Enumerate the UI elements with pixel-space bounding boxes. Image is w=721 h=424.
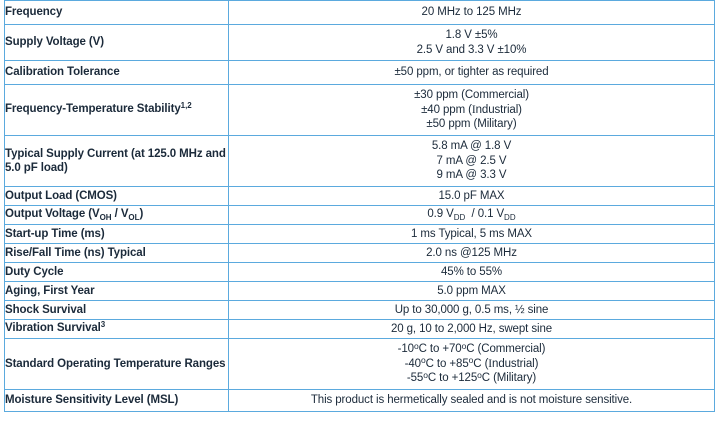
value-line: 0.9 VDD / 0.1 VDD bbox=[427, 208, 516, 222]
row-value-rise-fall-time: 2.0 ns @125 MHz bbox=[228, 243, 715, 263]
value-line: 5.0 ppm MAX bbox=[437, 284, 506, 297]
subscript-ol: OL bbox=[128, 212, 140, 222]
degree-symbol: o bbox=[468, 355, 474, 366]
row-label-supply-voltage: Supply Voltage (V) bbox=[4, 24, 229, 61]
row-label-text: Rise/Fall Time (ns) Typical bbox=[5, 246, 146, 259]
table-row: Aging, First Year 5.0 ppm MAX bbox=[4, 281, 715, 301]
row-label-rise-fall-time: Rise/Fall Time (ns) Typical bbox=[4, 243, 229, 263]
row-label-text: Ranges bbox=[184, 357, 226, 370]
degree-symbol: o bbox=[477, 369, 482, 380]
row-label-text: Frequency-Temperature Stability bbox=[5, 103, 181, 116]
row-label-moisture-sensitivity-level: Moisture Sensitivity Level (MSL) bbox=[4, 389, 229, 412]
table-row: Frequency-Temperature Stability1,2 ±30 p… bbox=[4, 84, 715, 136]
value-line: 15.0 pF MAX bbox=[438, 189, 505, 202]
subscript-dd: DD bbox=[504, 212, 516, 222]
table-row: Rise/Fall Time (ns) Typical 2.0 ns @125 … bbox=[4, 243, 715, 263]
row-label-standard-operating-temperature-ranges: Standard Operating Temperature Ranges bbox=[4, 338, 229, 390]
value-line: 2.0 ns @125 MHz bbox=[426, 246, 517, 259]
row-label-typical-supply-current: Typical Supply Current (at 125.0 MHz and… bbox=[4, 135, 229, 187]
row-value-moisture-sensitivity-level: This product is hermetically sealed and … bbox=[228, 389, 715, 412]
row-value-calibration-tolerance: ±50 ppm, or tighter as required bbox=[228, 60, 715, 85]
row-label-calibration-tolerance: Calibration Tolerance bbox=[4, 60, 229, 85]
degree-symbol: o bbox=[413, 340, 419, 351]
degree-symbol: o bbox=[423, 369, 428, 380]
row-label-output-load: Output Load (CMOS) bbox=[4, 186, 229, 206]
row-value-supply-voltage: 1.8 V ±5% 2.5 V and 3.3 V ±10% bbox=[228, 24, 715, 61]
row-label-text: Aging, First Year bbox=[5, 284, 95, 297]
row-label-start-up-time: Start-up Time (ms) bbox=[4, 224, 229, 244]
table-row: Frequency 20 MHz to 125 MHz bbox=[4, 0, 715, 25]
value-line: 45% to 55% bbox=[440, 265, 502, 278]
row-label-aging-first-year: Aging, First Year bbox=[4, 281, 229, 301]
table-row: Typical Supply Current (at 125.0 MHz and… bbox=[4, 135, 715, 187]
value-line: 5.8 mA @ 1.8 V bbox=[431, 140, 512, 153]
value-line: -10oC to +70oC (Commercial) bbox=[397, 340, 546, 356]
row-label-text: Typical Supply Current bbox=[5, 147, 128, 160]
row-label-text: (at 125.0 MHz and 5.0 pF load) bbox=[5, 147, 226, 175]
row-value-typical-supply-current: 5.8 mA @ 1.8 V 7 mA @ 2.5 V 9 mA @ 3.3 V bbox=[228, 135, 715, 187]
row-label-text: Duty Cycle bbox=[5, 265, 64, 278]
table-row: Standard Operating Temperature Ranges -1… bbox=[4, 338, 715, 390]
row-value-frequency-temperature-stability: ±30 ppm (Commercial) ±40 ppm (Industrial… bbox=[228, 84, 715, 136]
row-value-shock-survival: Up to 30,000 g, 0.5 ms, ½ sine bbox=[228, 300, 715, 320]
row-label-text: Output Load (CMOS) bbox=[5, 189, 117, 202]
table-row: Vibration Survival3 20 g, 10 to 2,000 Hz… bbox=[4, 319, 715, 339]
footnote-marker: 1,2 bbox=[180, 101, 192, 111]
row-label-text: Frequency bbox=[5, 6, 63, 19]
value-line: ±30 ppm (Commercial) bbox=[414, 89, 529, 102]
row-label-output-voltage: Output Voltage (VOH / VOL) bbox=[4, 205, 229, 225]
row-label-frequency: Frequency bbox=[4, 0, 229, 25]
value-line: ±50 ppm (Military) bbox=[426, 118, 517, 131]
table-row: Start-up Time (ms) 1 ms Typical, 5 ms MA… bbox=[4, 224, 715, 244]
table-row: Output Voltage (VOH / VOL) 0.9 VDD / 0.1… bbox=[4, 205, 715, 225]
value-line: 20 MHz to 125 MHz bbox=[421, 6, 522, 19]
subscript-oh: OH bbox=[99, 212, 112, 222]
row-value-aging-first-year: 5.0 ppm MAX bbox=[228, 281, 715, 301]
specifications-table-body: Frequency 20 MHz to 125 MHz Supply Volta… bbox=[4, 0, 715, 412]
row-label-duty-cycle: Duty Cycle bbox=[4, 262, 229, 282]
row-label-text: Shock Survival bbox=[5, 303, 87, 316]
table-row: Output Load (CMOS) 15.0 pF MAX bbox=[4, 186, 715, 206]
row-value-vibration-survival: 20 g, 10 to 2,000 Hz, swept sine bbox=[228, 319, 715, 339]
footnote-marker: 3 bbox=[100, 320, 106, 330]
value-line: 1 ms Typical, 5 ms MAX bbox=[411, 227, 532, 240]
row-value-duty-cycle: 45% to 55% bbox=[228, 262, 715, 282]
row-label-text: Start-up Time (ms) bbox=[5, 227, 105, 240]
subscript-dd: DD bbox=[453, 212, 466, 222]
row-value-output-voltage: 0.9 VDD / 0.1 VDD bbox=[228, 205, 715, 225]
row-label-text: Calibration Tolerance bbox=[5, 66, 120, 79]
value-line: ±50 ppm, or tighter as required bbox=[394, 66, 549, 79]
table-row: Calibration Tolerance ±50 ppm, or tighte… bbox=[4, 60, 715, 85]
specifications-table: Frequency 20 MHz to 125 MHz Supply Volta… bbox=[4, 0, 715, 412]
value-line: 7 mA @ 2.5 V bbox=[436, 154, 507, 167]
row-label-text: Moisture Sensitivity Level (MSL) bbox=[5, 394, 179, 407]
value-line: 2.5 V and 3.3 V ±10% bbox=[416, 43, 527, 56]
degree-symbol: o bbox=[420, 355, 426, 366]
value-line: 20 g, 10 to 2,000 Hz, swept sine bbox=[390, 322, 553, 335]
degree-symbol: o bbox=[461, 340, 467, 351]
value-line: -55oC to +125oC (Military) bbox=[406, 369, 537, 385]
value-line: ±40 ppm (Industrial) bbox=[421, 103, 522, 116]
table-row: Duty Cycle 45% to 55% bbox=[4, 262, 715, 282]
table-row: Supply Voltage (V) 1.8 V ±5% 2.5 V and 3… bbox=[4, 24, 715, 61]
row-label-text: Supply Voltage (V) bbox=[5, 36, 104, 49]
row-value-frequency: 20 MHz to 125 MHz bbox=[228, 0, 715, 25]
table-row: Shock Survival Up to 30,000 g, 0.5 ms, ½… bbox=[4, 300, 715, 320]
row-label-text: Output Voltage (VOH / VOL) bbox=[5, 208, 144, 222]
value-line: 9 mA @ 3.3 V bbox=[436, 169, 507, 182]
row-label-text: Standard Operating Temperature bbox=[5, 357, 182, 370]
value-line: 1.8 V ±5% bbox=[445, 29, 498, 41]
value-line: This product is hermetically sealed and … bbox=[310, 394, 633, 407]
row-label-text: Vibration Survival bbox=[5, 322, 101, 335]
row-value-start-up-time: 1 ms Typical, 5 ms MAX bbox=[228, 224, 715, 244]
value-line: -40oC to +85oC (Industrial) bbox=[404, 355, 539, 370]
value-line: Up to 30,000 g, 0.5 ms, ½ sine bbox=[394, 303, 549, 316]
row-label-frequency-temperature-stability: Frequency-Temperature Stability1,2 bbox=[4, 84, 229, 136]
row-value-standard-operating-temperature-ranges: -10oC to +70oC (Commercial) -40oC to +85… bbox=[228, 338, 715, 390]
table-row: Moisture Sensitivity Level (MSL) This pr… bbox=[4, 389, 715, 412]
row-value-output-load: 15.0 pF MAX bbox=[228, 186, 715, 206]
row-label-shock-survival: Shock Survival bbox=[4, 300, 229, 320]
row-label-vibration-survival: Vibration Survival3 bbox=[4, 319, 229, 339]
